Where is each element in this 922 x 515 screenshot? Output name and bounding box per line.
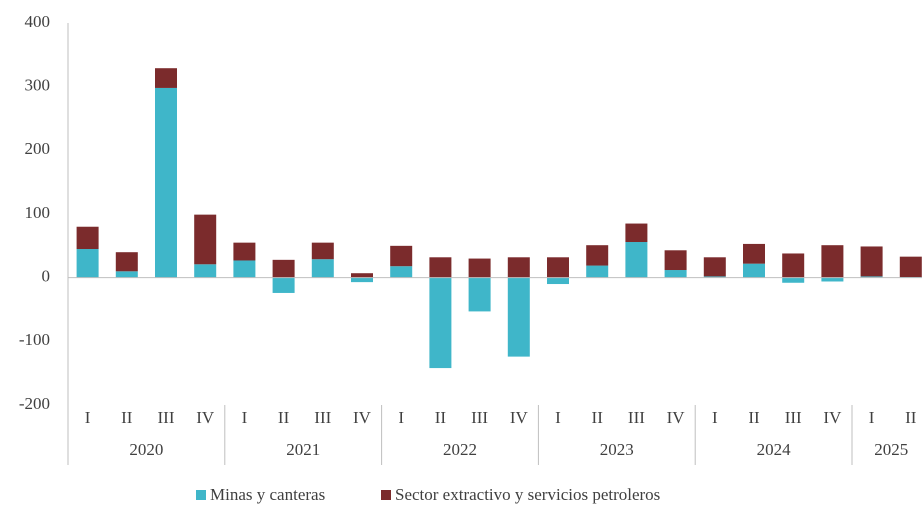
year-label: 2025 xyxy=(874,440,908,459)
bar xyxy=(272,259,295,278)
bar xyxy=(860,246,883,277)
bar xyxy=(821,277,844,282)
bar xyxy=(821,245,844,278)
bar xyxy=(390,245,413,267)
bar xyxy=(782,253,805,278)
x-tick-label: I xyxy=(869,408,875,427)
x-tick-label: I xyxy=(398,408,404,427)
bar xyxy=(272,277,295,293)
x-tick-label: I xyxy=(712,408,718,427)
x-tick-label: IV xyxy=(667,408,686,427)
bar xyxy=(507,277,530,357)
x-tick-label: IV xyxy=(510,408,529,427)
bar xyxy=(233,242,256,261)
x-tick-label: I xyxy=(555,408,561,427)
bar xyxy=(351,277,373,283)
y-tick-label: -100 xyxy=(19,330,50,349)
bar xyxy=(743,243,765,264)
bar xyxy=(429,277,452,369)
bar xyxy=(155,68,177,88)
bar xyxy=(625,242,648,278)
x-tick-label: II xyxy=(592,408,604,427)
year-label: 2024 xyxy=(757,440,792,459)
x-tick-label: III xyxy=(158,408,175,427)
x-tick-label: III xyxy=(314,408,331,427)
bar xyxy=(547,257,569,278)
x-tick-label: II xyxy=(905,408,917,427)
y-tick-label: 100 xyxy=(25,203,51,222)
bar xyxy=(468,258,491,278)
bar xyxy=(155,87,177,278)
bar xyxy=(547,277,569,285)
y-tick-label: 300 xyxy=(25,76,51,95)
x-tick-label: III xyxy=(471,408,488,427)
x-tick-label: IV xyxy=(353,408,372,427)
legend-label: Sector extractivo y servicios petroleros xyxy=(395,485,660,504)
x-tick-label: I xyxy=(242,408,248,427)
bar xyxy=(115,271,138,278)
y-tick-label: -200 xyxy=(19,394,50,413)
bar xyxy=(194,264,217,278)
x-tick-label: II xyxy=(748,408,760,427)
bar xyxy=(115,252,138,272)
bar xyxy=(507,257,530,278)
y-tick-label: 0 xyxy=(42,267,51,286)
bar xyxy=(586,265,609,278)
bar xyxy=(76,249,99,278)
bar xyxy=(743,263,765,278)
bar xyxy=(586,245,609,266)
x-tick-label: III xyxy=(785,408,802,427)
bar xyxy=(76,226,99,250)
x-tick-label: I xyxy=(85,408,91,427)
bar xyxy=(468,277,491,312)
x-tick-label: II xyxy=(278,408,290,427)
bar xyxy=(351,273,373,278)
y-tick-label: 200 xyxy=(25,139,51,158)
x-tick-label: IV xyxy=(823,408,842,427)
y-tick-label: 400 xyxy=(25,12,51,31)
bar xyxy=(664,250,687,271)
bar xyxy=(703,276,726,278)
legend-label: Minas y canteras xyxy=(210,485,325,504)
x-tick-label: II xyxy=(435,408,447,427)
x-tick-label: III xyxy=(628,408,645,427)
legend-swatch xyxy=(196,490,206,500)
bar xyxy=(899,256,922,278)
bar xyxy=(664,270,687,278)
bar xyxy=(429,257,452,278)
bar xyxy=(703,257,726,277)
bar xyxy=(390,266,413,278)
bar xyxy=(311,259,334,278)
bar xyxy=(782,277,805,283)
bar xyxy=(233,260,256,278)
year-label: 2020 xyxy=(129,440,163,459)
year-label: 2023 xyxy=(600,440,634,459)
bar xyxy=(194,214,217,265)
bar xyxy=(311,242,334,260)
legend-swatch xyxy=(381,490,391,500)
year-label: 2022 xyxy=(443,440,477,459)
x-tick-label: II xyxy=(121,408,133,427)
bar xyxy=(860,276,883,278)
year-label: 2021 xyxy=(286,440,320,459)
bar xyxy=(625,223,648,243)
x-tick-label: IV xyxy=(196,408,215,427)
